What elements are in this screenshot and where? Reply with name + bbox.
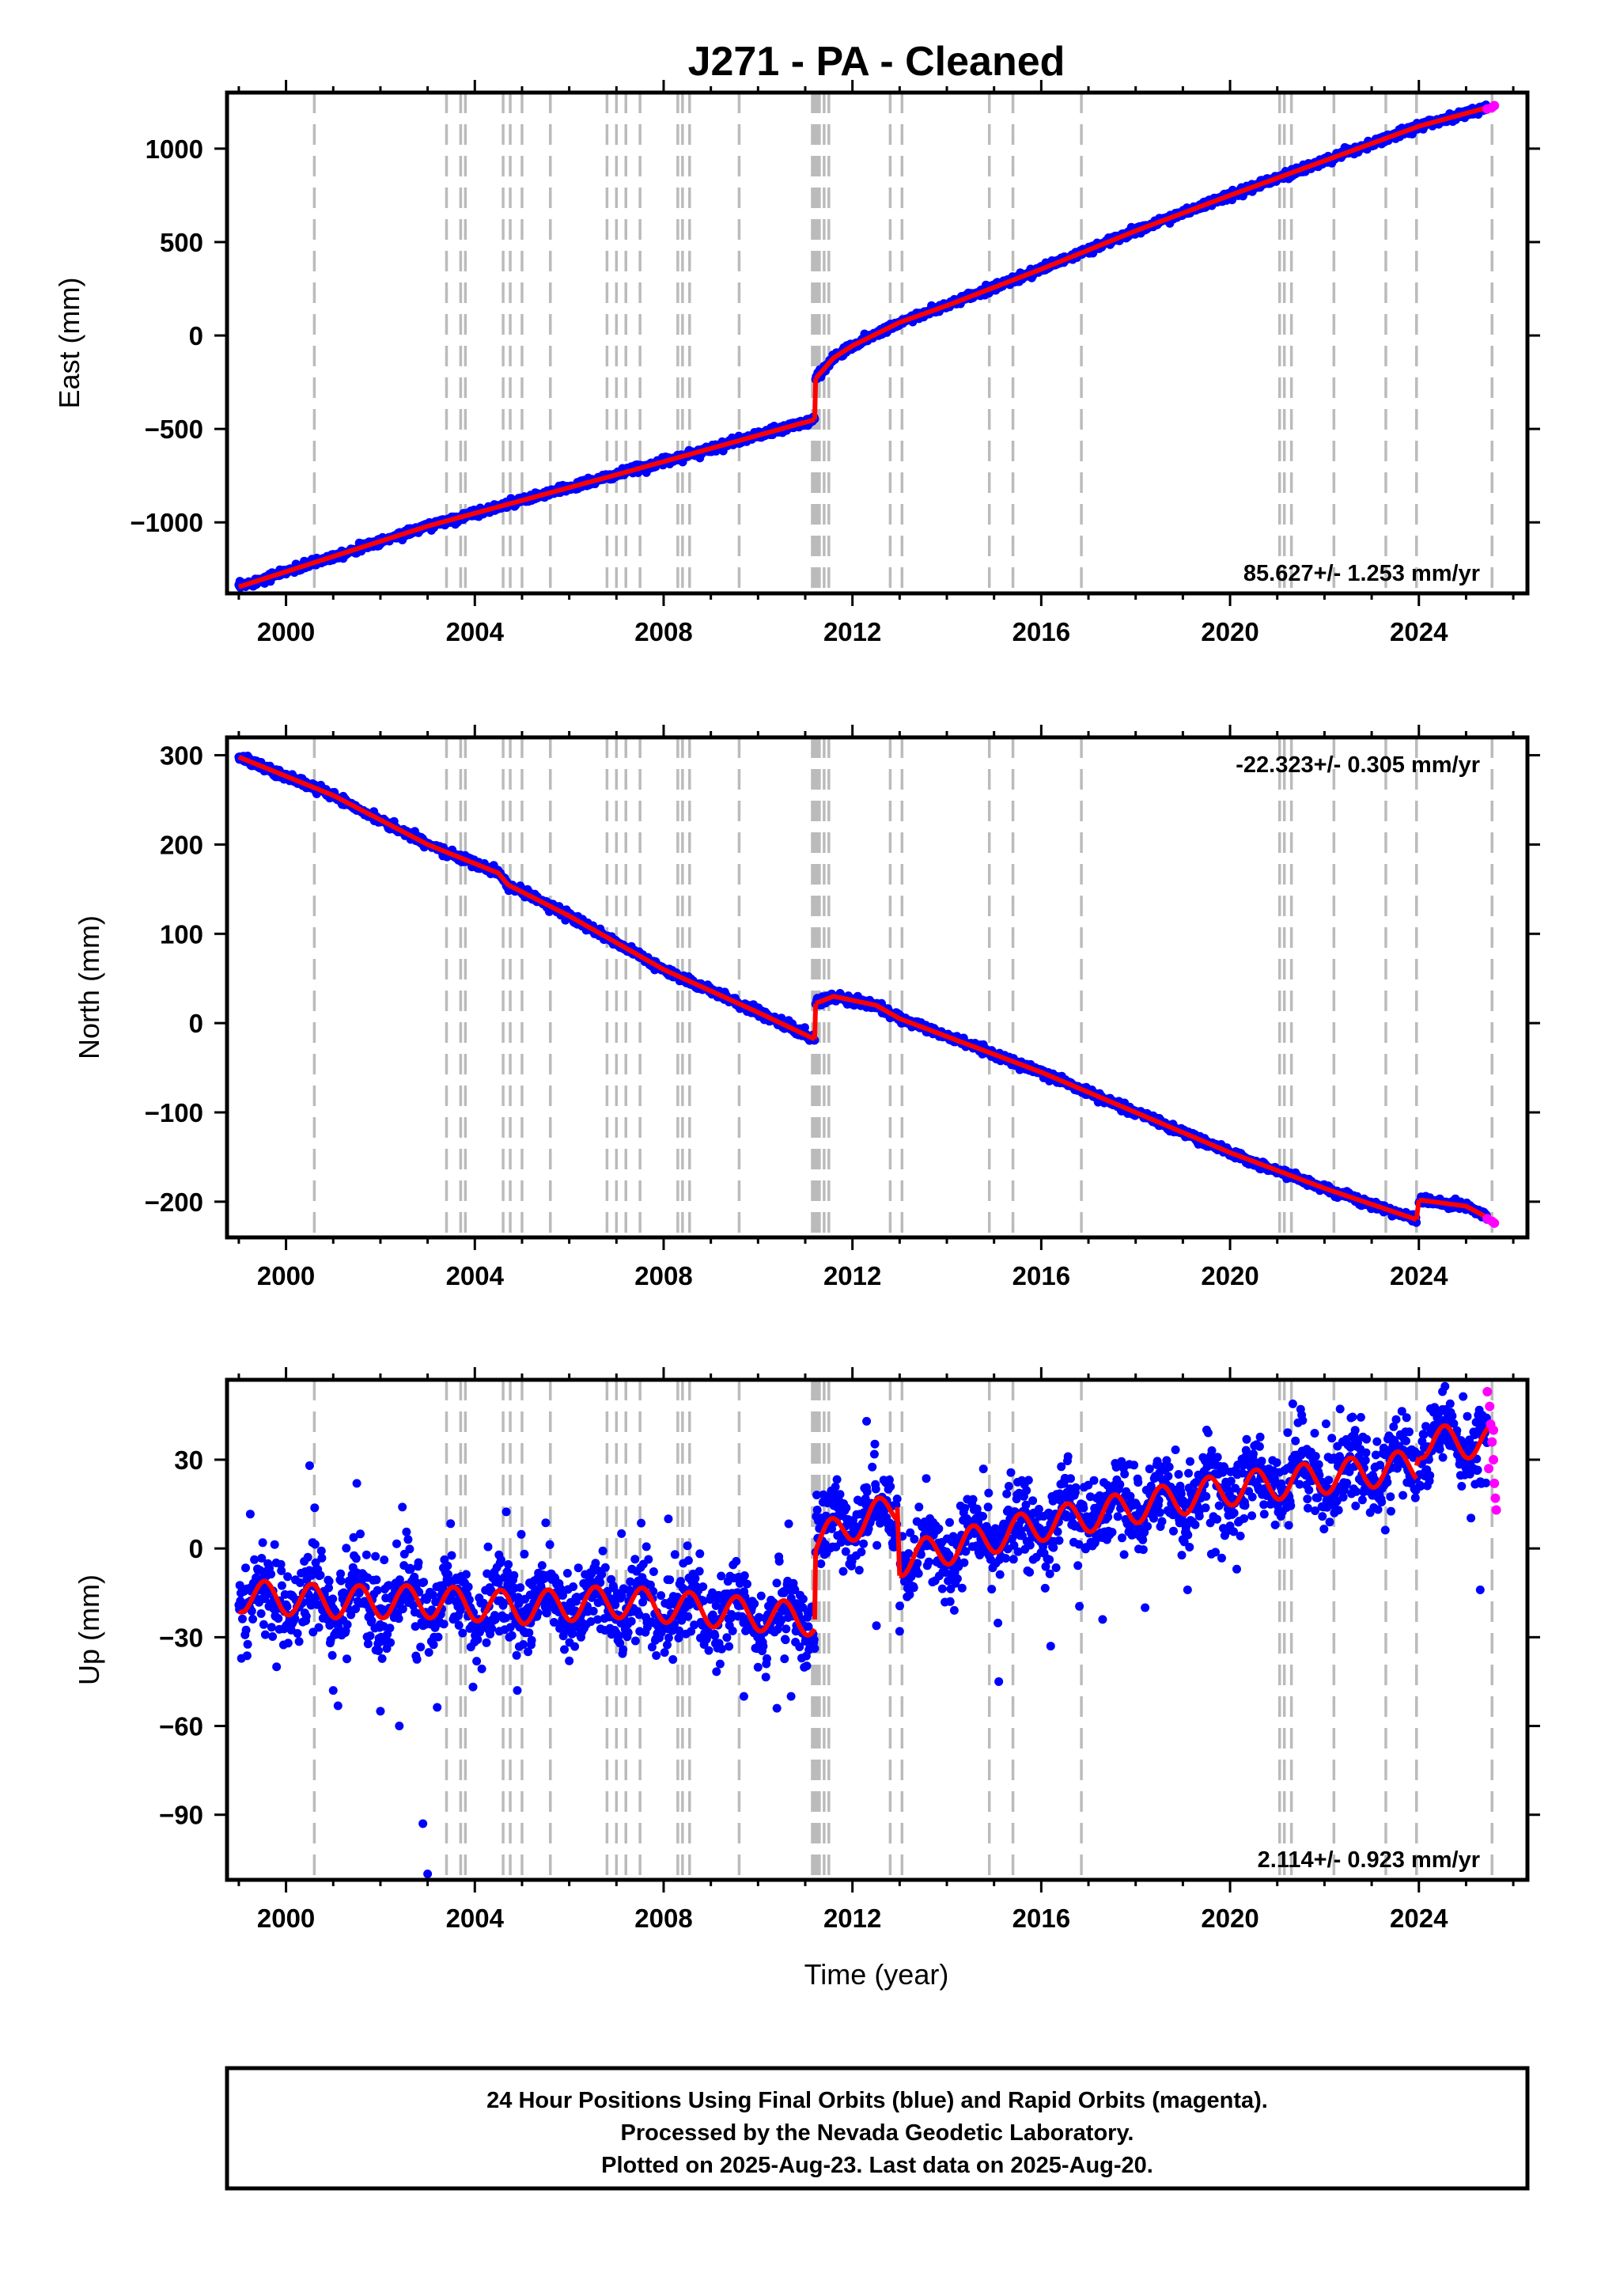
east-panel: 2000 2004 2008 2012 2016 2020 2024 −1000 −500 0 50… [53,80,1540,646]
velocity-label: 85.627+/- 1.253 mm/yr [1243,561,1480,586]
x-tick-label: 2000 [257,617,315,646]
x-tick-label: 2024 [1390,617,1448,646]
x-tick-label: 2008 [634,617,692,646]
north-panel: 2000 2004 2008 2012 2016 2020 2024−200−1000100… [73,725,1540,1290]
y-tick-label: 0 [189,321,203,350]
plot-frame [225,90,1530,596]
y-axis-label: East (mm) [53,278,85,409]
rapid-orbit-points [1482,100,1500,114]
rapid-point [1489,100,1500,111]
model-fit [237,103,1496,589]
y-tick-label: 1000 [146,135,203,164]
y-tick-label: 500 [160,228,203,257]
ticks [214,80,1540,606]
rapid-point [1489,1218,1500,1228]
model-offset [812,1003,819,1040]
plot-area [227,737,1527,1237]
y-tick-label: −1000 [130,508,203,537]
event-lines [312,737,1493,1237]
chart-title: J271 - PA - Cleaned [688,39,1065,85]
x-tick-label: 2012 [823,617,881,646]
model-offset [1414,1199,1421,1220]
plot-area [227,93,1527,593]
x-tick-label: 2020 [1201,617,1258,646]
model-segment [813,103,1496,381]
model-offset [812,378,819,420]
y-tick-label: −500 [145,415,203,444]
model-segment [237,417,816,589]
x-tick-label: 2016 [1012,617,1070,646]
event-lines [312,93,1493,593]
x-tick-label: 2004 [446,617,505,646]
